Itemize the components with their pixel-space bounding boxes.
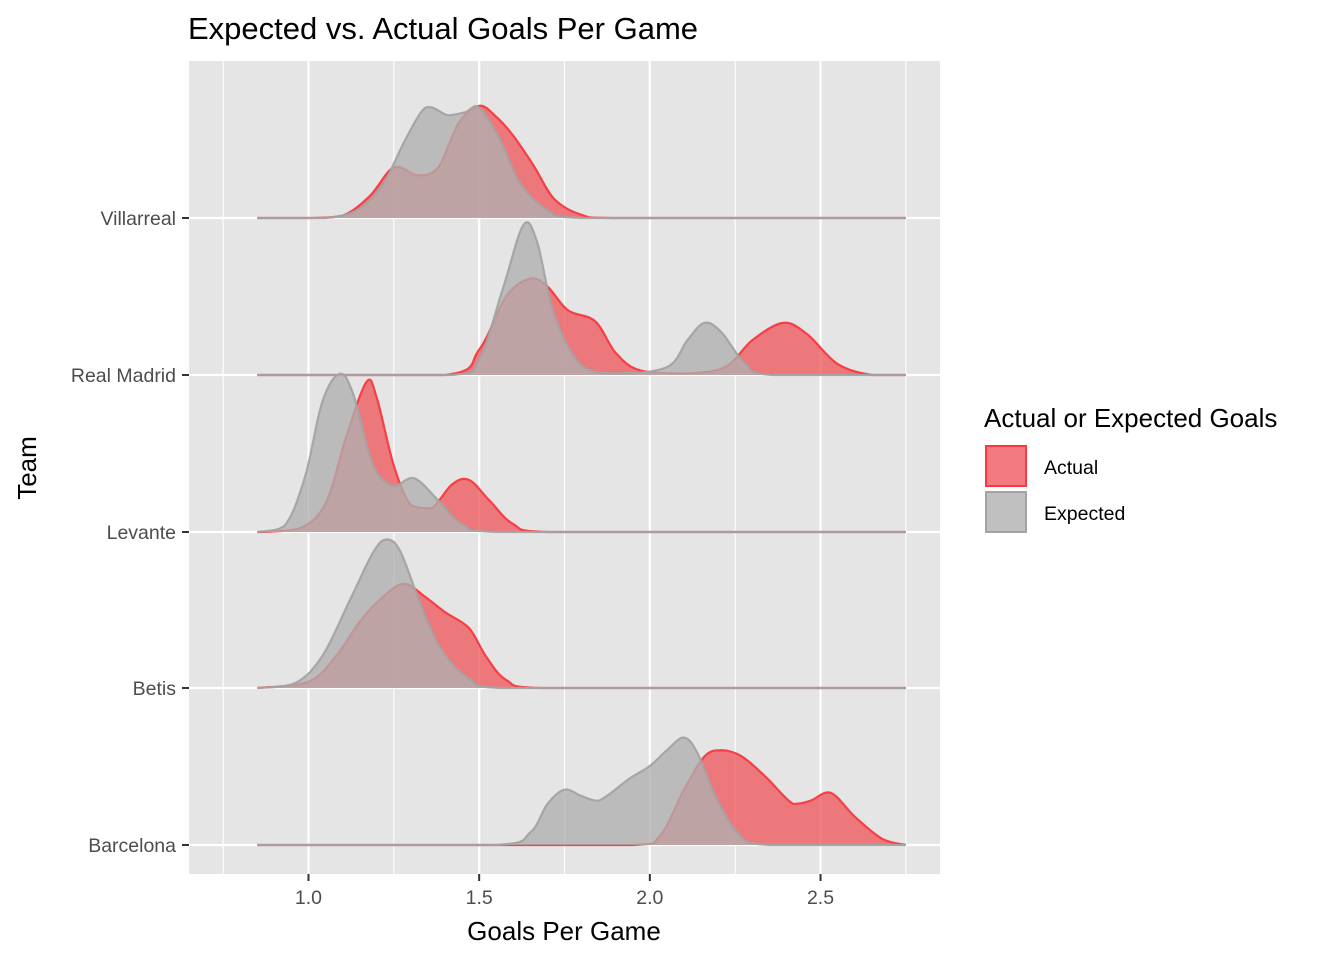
x-tick-label: 2.0 [636, 887, 663, 909]
expected-density-line [257, 372, 906, 534]
ridge-villarreal [257, 104, 906, 220]
x-tick-label: 1.5 [466, 887, 493, 909]
expected-density-area [257, 106, 906, 218]
x-tick-label: 1.0 [295, 887, 322, 909]
y-tick-label: Levante [107, 522, 176, 544]
ridge-levante [257, 372, 906, 534]
x-axis-title: Goals Per Game [467, 916, 661, 946]
ridge-real-madrid [257, 221, 906, 377]
y-tick-label: Barcelona [88, 835, 176, 857]
expected-density-area [257, 373, 906, 532]
expected-density-area [257, 539, 906, 688]
ridge-barcelona [257, 736, 907, 847]
legend-swatch-expected [985, 491, 1027, 533]
expected-density-line [257, 221, 906, 377]
legend-items: Actual Expected [985, 445, 1125, 533]
density-ridges [257, 104, 907, 847]
chart-title: Expected vs. Actual Goals Per Game [188, 11, 698, 46]
expected-density-line [257, 538, 906, 690]
y-tick-label: Betis [133, 678, 177, 700]
ridge-betis [257, 538, 906, 690]
actual-density-area [257, 278, 906, 375]
legend-label-actual: Actual [1044, 457, 1098, 479]
legend-title: Actual or Expected Goals [984, 403, 1277, 433]
axes: 1.0 1.5 2.0 2.5 Villarreal Real Madrid Levante… [71, 208, 834, 909]
expected-density-area [257, 737, 906, 845]
actual-density-line [257, 277, 906, 377]
y-tick-label: Villarreal [100, 208, 176, 230]
actual-density-line [257, 104, 906, 220]
legend-swatch-actual [985, 445, 1027, 487]
expected-density-line [257, 736, 906, 847]
x-tick-label: 2.5 [807, 887, 834, 909]
legend: Actual or Expected Goals Actual Expected [984, 403, 1277, 533]
expected-density-line [257, 104, 906, 220]
actual-density-area [257, 750, 906, 845]
legend-label-expected: Expected [1044, 503, 1125, 525]
y-tick-label: Real Madrid [71, 365, 176, 387]
y-axis-title: Team [12, 436, 42, 500]
